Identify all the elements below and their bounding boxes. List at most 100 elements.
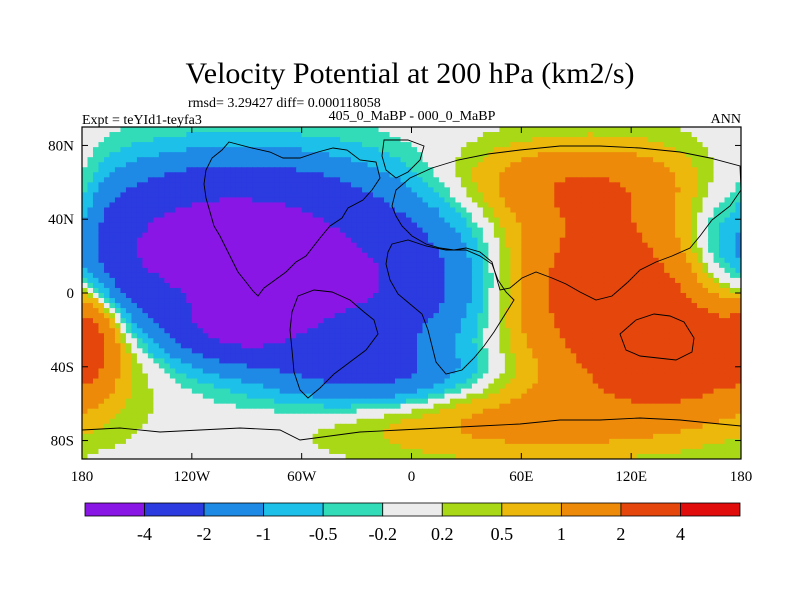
field-cell <box>378 308 385 314</box>
field-cell <box>521 232 528 239</box>
field-cell <box>345 232 352 239</box>
field-cell <box>526 167 533 173</box>
field-cell <box>367 333 374 339</box>
field-cell <box>422 162 429 168</box>
field-cell <box>263 227 270 234</box>
field-cell <box>103 157 111 163</box>
field-cell <box>449 182 457 188</box>
field-cell <box>384 222 391 229</box>
field-cell <box>285 142 292 148</box>
field-cell <box>175 252 182 259</box>
field-cell <box>340 157 347 163</box>
field-cell <box>675 207 682 214</box>
field-cell <box>406 328 413 334</box>
field-cell <box>609 298 616 304</box>
field-cell <box>92 177 100 183</box>
field-cell <box>362 212 369 219</box>
field-cell <box>455 177 462 183</box>
field-cell <box>279 202 286 209</box>
field-cell <box>389 272 396 279</box>
field-cell <box>169 282 176 289</box>
field-cell <box>131 232 138 239</box>
field-cell <box>411 247 418 254</box>
field-cell <box>186 227 193 234</box>
field-cell <box>620 277 627 284</box>
field-cell <box>400 207 407 214</box>
field-cell <box>504 187 511 193</box>
field-cell <box>735 267 741 274</box>
field-cell <box>543 187 550 193</box>
field-cell <box>570 293 577 299</box>
field-cell <box>653 303 660 309</box>
field-cell <box>466 182 473 188</box>
field-cell <box>323 303 330 309</box>
field-cell <box>103 232 111 239</box>
field-cell <box>186 132 193 138</box>
field-cell <box>614 232 621 239</box>
field-cell <box>208 272 215 279</box>
field-cell <box>477 232 484 239</box>
field-cell <box>433 132 440 138</box>
field-cell <box>323 313 330 319</box>
field-cell <box>186 207 193 214</box>
field-cell <box>730 222 737 229</box>
field-cell <box>565 172 572 178</box>
field-cell <box>153 222 160 229</box>
field-cell <box>82 162 89 168</box>
field-cell <box>351 272 358 279</box>
field-cell <box>488 262 495 269</box>
field-cell <box>180 308 187 314</box>
field-cell <box>153 217 160 224</box>
field-cell <box>620 242 627 249</box>
field-cell <box>164 217 171 224</box>
field-cell <box>279 212 286 219</box>
field-cell <box>246 217 253 224</box>
field-cell <box>257 137 264 143</box>
field-cell <box>285 308 292 314</box>
field-cell <box>356 318 363 324</box>
field-cell <box>537 282 544 289</box>
field-cell <box>587 197 594 204</box>
field-cell <box>702 152 709 158</box>
field-cell <box>235 192 242 199</box>
field-cell <box>389 152 396 158</box>
field-cell <box>120 242 127 249</box>
field-cell <box>680 252 687 259</box>
field-cell <box>362 192 369 199</box>
field-cell <box>543 157 550 163</box>
field-cell <box>724 227 731 234</box>
field-cell <box>109 262 116 269</box>
field-cell <box>301 262 308 269</box>
field-cell <box>499 298 506 304</box>
field-cell <box>559 157 566 163</box>
field-cell <box>356 132 363 138</box>
field-cell <box>521 152 528 158</box>
field-cell <box>499 237 506 244</box>
field-cell <box>395 333 402 339</box>
field-cell <box>92 252 100 259</box>
field-cell <box>147 127 154 133</box>
field-cell <box>230 162 237 168</box>
field-cell <box>367 242 374 249</box>
field-cell <box>279 303 286 309</box>
field-cell <box>395 267 402 274</box>
field-cell <box>702 202 709 209</box>
field-cell <box>103 187 111 193</box>
field-cell <box>504 328 511 334</box>
field-cell <box>658 212 665 219</box>
field-cell <box>713 313 720 319</box>
field-cell <box>730 308 737 314</box>
field-cell <box>351 232 358 239</box>
field-cell <box>471 217 478 224</box>
field-cell <box>735 272 741 279</box>
field-cell <box>482 137 489 143</box>
field-cell <box>625 182 632 188</box>
field-cell <box>477 318 484 324</box>
field-cell <box>213 162 220 168</box>
field-cell <box>389 187 396 193</box>
field-cell <box>543 252 550 259</box>
field-cell <box>279 333 286 339</box>
field-cell <box>87 313 94 319</box>
field-cell <box>175 262 182 269</box>
field-cell <box>290 272 297 279</box>
